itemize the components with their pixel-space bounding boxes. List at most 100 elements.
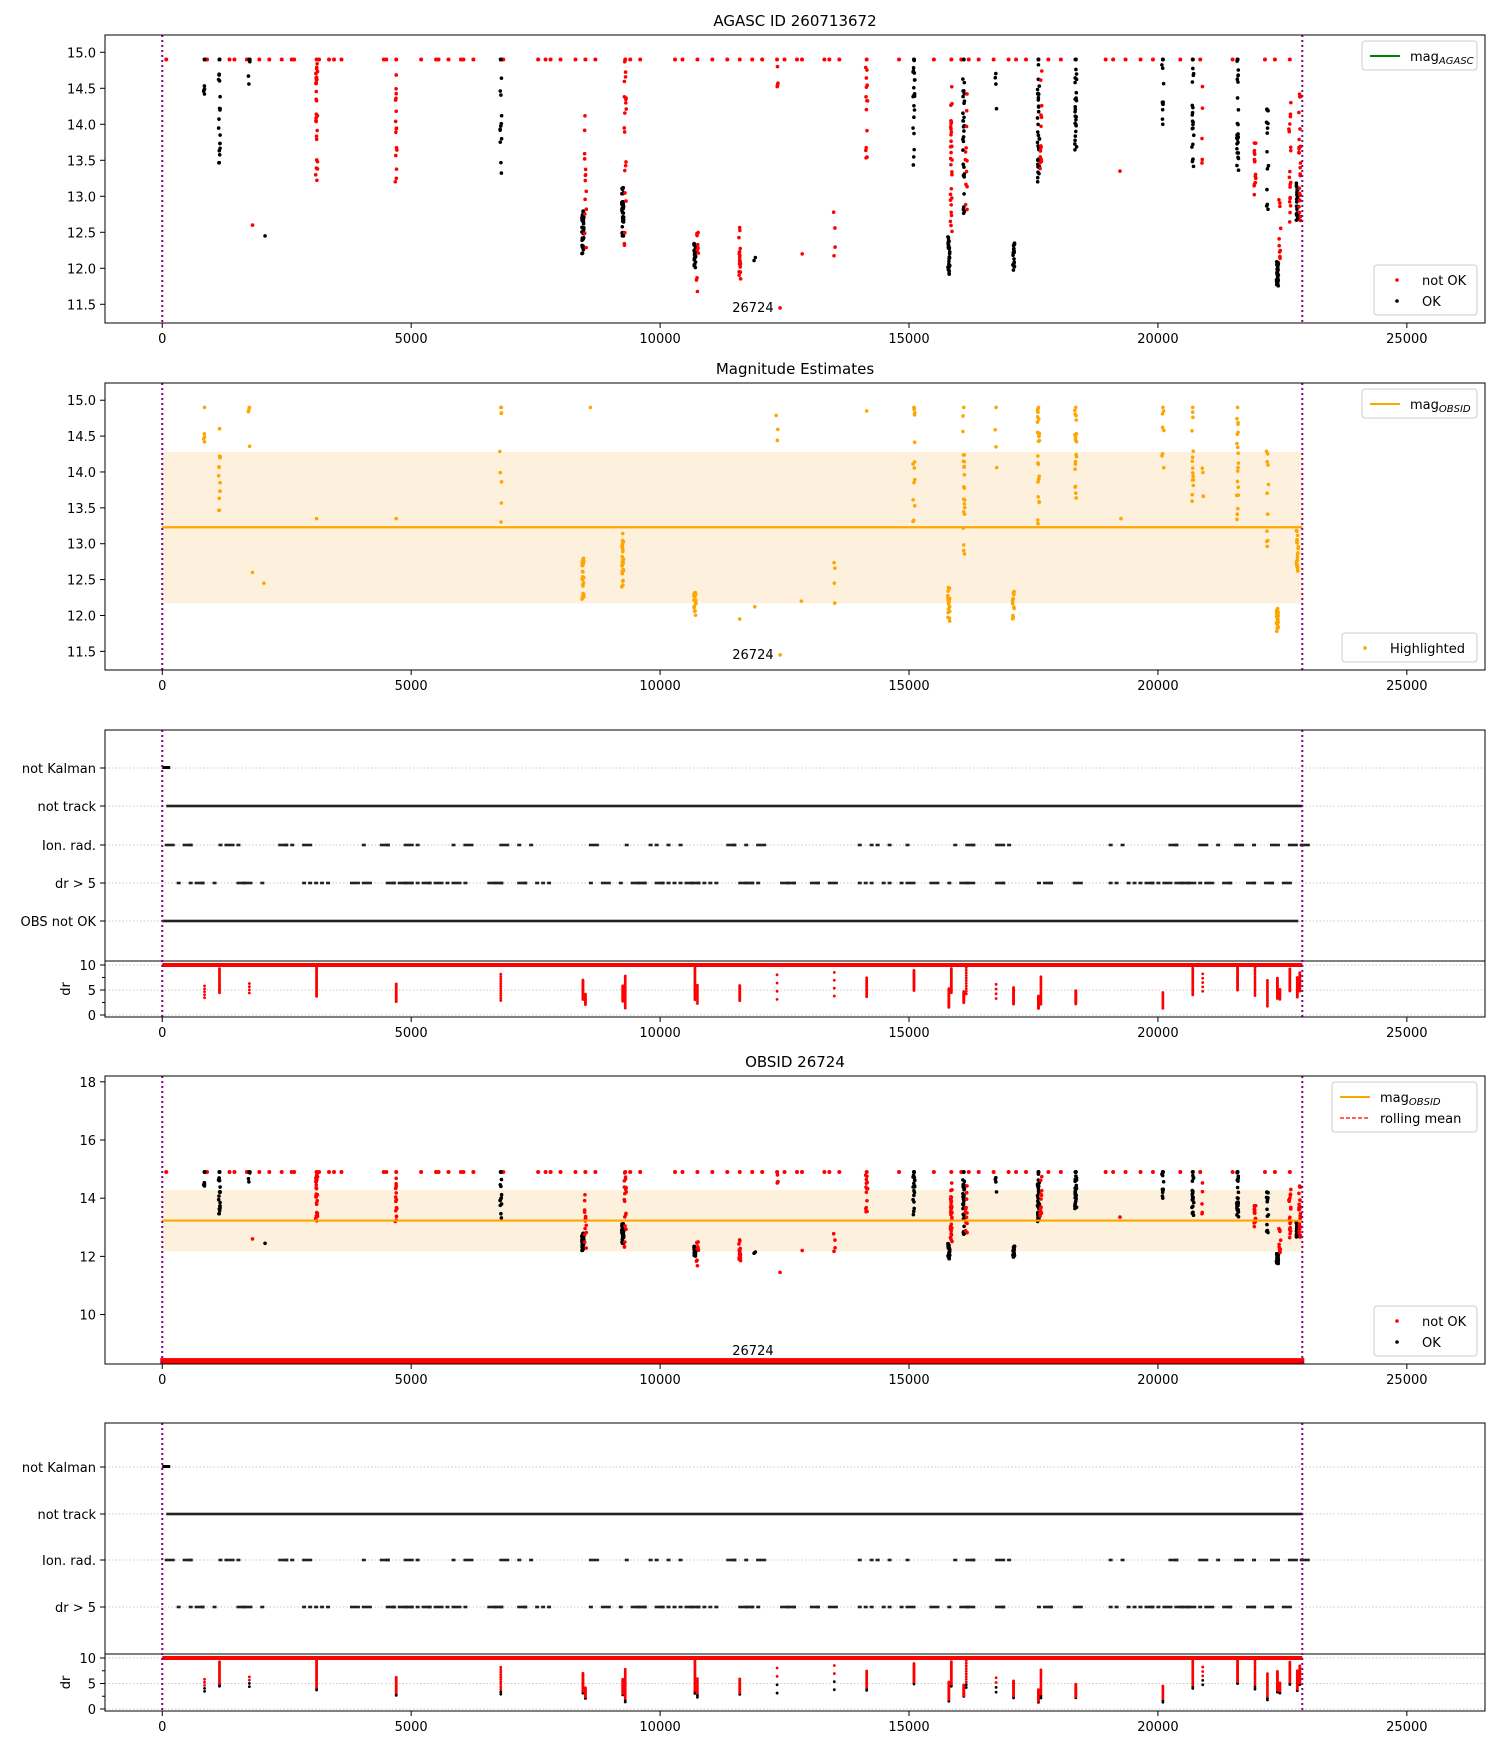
ok-point xyxy=(499,1184,503,1189)
dr-point xyxy=(203,1683,206,1687)
flag-marks xyxy=(869,881,874,885)
dr-point xyxy=(964,1661,968,1665)
flag-marks xyxy=(1036,881,1041,885)
flag-marks xyxy=(302,881,307,885)
highlighted-point xyxy=(1275,609,1279,613)
not-ok-point xyxy=(1039,1205,1043,1209)
not-ok-point xyxy=(1118,169,1122,173)
flag-marks xyxy=(499,1605,504,1609)
highlighted-point xyxy=(962,464,967,469)
flag-marks xyxy=(887,1605,892,1609)
ok-point xyxy=(994,71,998,76)
not-ok-point xyxy=(1298,1233,1303,1238)
not-ok-point xyxy=(624,160,628,164)
dr-point xyxy=(1161,1684,1165,1688)
dr-point xyxy=(964,989,968,993)
not-ok-point xyxy=(775,57,780,62)
not-ok-point xyxy=(314,116,318,120)
not-ok-point xyxy=(1288,1193,1293,1197)
ok-point xyxy=(913,1178,917,1183)
not-ok-point xyxy=(583,1170,588,1174)
not-ok-point xyxy=(593,1170,598,1174)
y-tick-label: 11.5 xyxy=(67,298,96,313)
not-ok-point xyxy=(950,1188,954,1192)
not-ok-point xyxy=(966,1170,971,1174)
highlighted-point xyxy=(994,445,998,449)
flag-marks xyxy=(786,1605,797,1609)
ok-point xyxy=(1036,104,1041,108)
flag-marks xyxy=(947,881,952,885)
flag-marks xyxy=(1042,881,1053,885)
dr-point xyxy=(1201,989,1205,993)
flag-marks xyxy=(1252,1605,1257,1609)
ok-point xyxy=(218,108,222,112)
dr-point xyxy=(1039,979,1043,983)
flag-marks xyxy=(666,843,671,847)
not-ok-point xyxy=(622,130,627,134)
dr-point xyxy=(775,1674,779,1678)
flag-marks xyxy=(588,1558,599,1562)
not-ok-point xyxy=(419,57,424,62)
highlighted-point xyxy=(911,519,915,524)
ok-point xyxy=(1191,142,1195,147)
ok-point xyxy=(1073,1179,1077,1184)
flag-marks xyxy=(1263,1605,1274,1609)
not-ok-point xyxy=(583,114,587,118)
not-ok-point xyxy=(963,202,968,207)
dr-point xyxy=(247,1675,251,1679)
highlighted-point xyxy=(202,405,207,410)
not-ok-point xyxy=(622,79,627,84)
flag-marks xyxy=(1001,1605,1006,1609)
not-ok-point xyxy=(1297,1202,1301,1207)
flag-marks xyxy=(696,1605,701,1609)
flag-marks xyxy=(421,1605,432,1609)
not-ok-point xyxy=(864,1177,869,1182)
flag-marks xyxy=(714,1605,719,1609)
not-ok-point xyxy=(737,273,741,278)
not-ok-point xyxy=(583,1192,587,1197)
not-ok-point xyxy=(1297,137,1301,142)
ok-point xyxy=(1191,1200,1196,1205)
not-ok-point xyxy=(315,1211,320,1216)
flag-marks xyxy=(642,881,647,885)
flag-marks xyxy=(678,881,683,885)
ok-point xyxy=(962,101,966,106)
flag-marks xyxy=(349,1605,360,1609)
ok-point xyxy=(498,57,503,62)
not-ok-point xyxy=(865,1186,870,1191)
not-ok-point xyxy=(582,1240,587,1244)
flag-marks xyxy=(1216,843,1221,847)
ok-point xyxy=(1265,1214,1270,1218)
flag-marks xyxy=(1072,881,1083,885)
dr-point xyxy=(994,1681,998,1684)
flag-marks xyxy=(1144,1605,1155,1609)
dr-point xyxy=(499,982,503,986)
flag-marks xyxy=(433,1605,444,1609)
dr-point xyxy=(1039,991,1043,994)
flag-marks xyxy=(1162,881,1173,885)
highlighted-point xyxy=(1037,433,1041,438)
not-ok-point xyxy=(461,57,466,62)
legend-dot-marker xyxy=(1395,1319,1399,1323)
not-ok-point xyxy=(314,112,319,116)
not-ok-point xyxy=(964,124,969,129)
dr-point xyxy=(1253,1659,1257,1663)
not-ok-point xyxy=(680,57,685,62)
dr-point xyxy=(1039,1672,1043,1676)
not-ok-point xyxy=(1287,220,1292,224)
not-ok-point xyxy=(1297,186,1302,190)
flag-marks xyxy=(827,1605,838,1609)
not-ok-point xyxy=(949,150,953,155)
dr-point xyxy=(994,1690,998,1694)
dr-point xyxy=(499,994,503,998)
dr-point xyxy=(581,1671,585,1675)
ok-point xyxy=(1264,120,1269,125)
dr-point xyxy=(696,989,699,993)
highlighted-point xyxy=(621,583,625,587)
flag-marks xyxy=(1204,1605,1215,1609)
ok-point xyxy=(962,80,967,85)
ok-point xyxy=(946,235,951,240)
flag-marks xyxy=(744,1605,755,1609)
ok-point xyxy=(247,82,251,86)
flag-marks xyxy=(278,843,289,847)
